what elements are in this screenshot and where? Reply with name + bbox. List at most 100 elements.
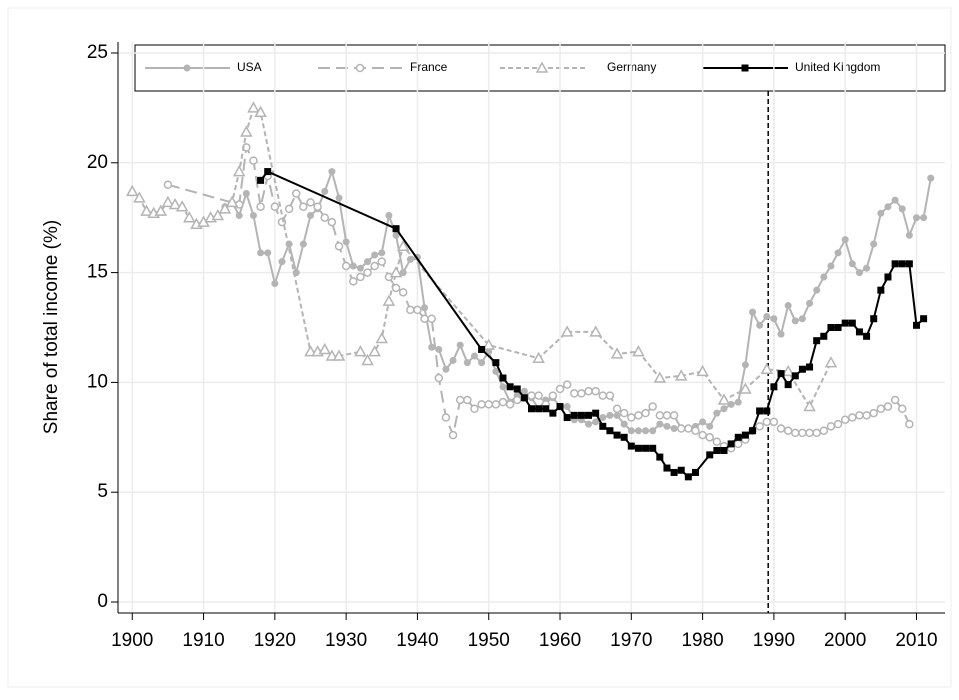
marker <box>421 304 429 312</box>
y-tick-label: 10 <box>87 371 108 392</box>
marker <box>770 315 778 323</box>
marker <box>760 362 774 374</box>
marker <box>606 427 614 435</box>
marker <box>598 391 608 400</box>
marker <box>749 427 757 435</box>
marker <box>491 400 501 409</box>
marker <box>563 403 571 411</box>
marker <box>705 433 714 442</box>
legend-label: USA <box>237 60 262 74</box>
marker <box>877 209 885 217</box>
marker <box>306 211 314 219</box>
marker <box>696 364 709 377</box>
marker <box>556 403 564 411</box>
marker <box>649 427 657 435</box>
marker <box>656 420 664 428</box>
marker <box>620 420 628 428</box>
marker <box>863 332 871 340</box>
marker <box>242 190 250 198</box>
marker <box>399 269 407 277</box>
marker <box>535 405 543 413</box>
marker <box>648 402 657 411</box>
marker <box>470 404 479 414</box>
marker <box>512 395 522 405</box>
marker <box>605 391 615 400</box>
marker <box>820 273 828 281</box>
marker <box>325 349 339 361</box>
marker <box>763 407 771 415</box>
marker <box>777 330 785 338</box>
marker <box>727 440 735 448</box>
marker <box>249 211 257 219</box>
marker <box>332 349 346 361</box>
marker <box>478 345 486 353</box>
marker <box>361 353 374 366</box>
marker <box>791 428 800 438</box>
marker <box>240 125 253 137</box>
marker <box>898 260 906 268</box>
marker <box>320 213 329 222</box>
marker <box>371 251 379 259</box>
marker <box>676 424 686 433</box>
marker <box>883 402 893 411</box>
marker <box>734 398 742 406</box>
marker <box>592 418 600 426</box>
marker <box>848 413 857 422</box>
marker <box>375 331 389 344</box>
marker <box>634 427 642 435</box>
marker <box>257 176 265 184</box>
marker <box>532 351 545 363</box>
marker <box>749 308 757 316</box>
marker <box>562 380 572 389</box>
marker <box>441 413 451 422</box>
marker <box>717 393 731 405</box>
marker <box>669 411 679 420</box>
marker <box>470 352 478 360</box>
x-tick-label: 1920 <box>254 630 296 651</box>
marker <box>877 286 885 294</box>
marker <box>627 442 635 450</box>
marker <box>783 426 793 435</box>
marker <box>247 101 260 113</box>
x-tick-label: 1900 <box>111 630 153 651</box>
marker <box>920 315 928 323</box>
marker <box>756 407 764 415</box>
x-tick-label: 1970 <box>610 630 652 651</box>
x-tick-label: 2000 <box>824 630 866 651</box>
legend-label: France <box>410 60 448 74</box>
marker <box>770 383 778 391</box>
marker <box>642 427 650 435</box>
marker <box>606 411 614 419</box>
marker <box>368 345 381 357</box>
marker <box>869 408 878 418</box>
marker <box>304 345 317 357</box>
marker <box>364 258 372 266</box>
marker <box>270 202 280 211</box>
marker <box>391 283 401 293</box>
marker <box>905 419 914 429</box>
marker <box>706 451 714 459</box>
marker <box>492 359 500 367</box>
legend-marker <box>741 64 749 72</box>
marker <box>642 444 650 452</box>
marker <box>741 361 749 369</box>
marker <box>218 202 232 214</box>
marker <box>542 405 550 413</box>
marker <box>584 386 593 396</box>
marker <box>342 238 350 246</box>
marker <box>870 240 878 248</box>
marker <box>385 211 393 219</box>
marker <box>211 208 225 221</box>
marker <box>549 409 557 417</box>
x-tick-label: 1940 <box>396 630 438 651</box>
marker <box>806 299 814 307</box>
marker <box>713 409 721 417</box>
marker <box>619 408 629 418</box>
marker <box>649 444 657 452</box>
marker <box>798 315 806 323</box>
legend-marker <box>355 63 365 73</box>
marker <box>271 280 279 288</box>
marker <box>140 204 153 216</box>
marker <box>884 273 892 281</box>
series-line <box>224 168 932 432</box>
